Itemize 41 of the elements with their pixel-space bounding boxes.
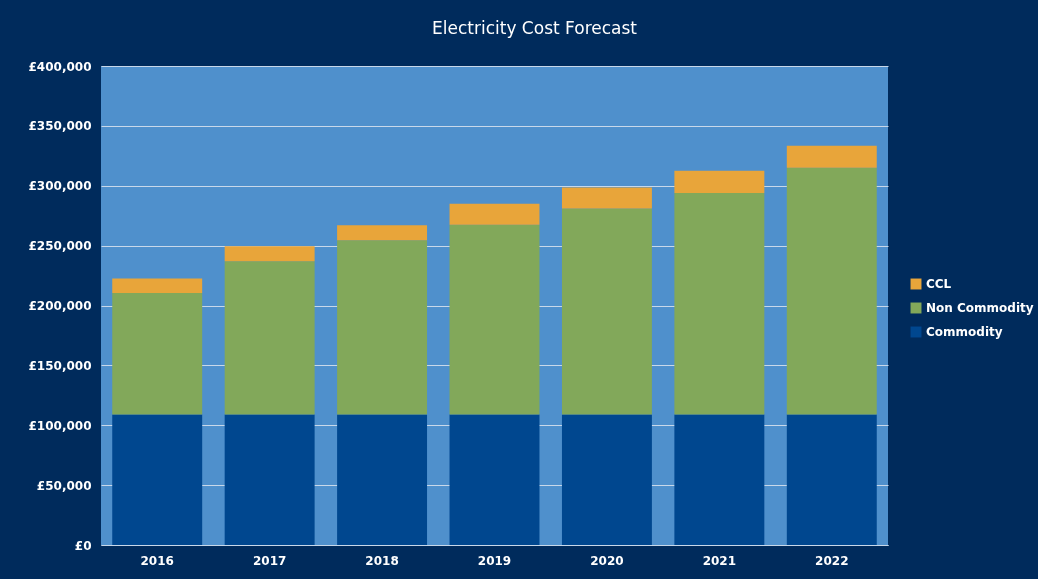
bar (561, 208, 652, 415)
x-tick-label: 2020 (590, 553, 624, 568)
bar (112, 292, 203, 415)
bar (337, 414, 428, 545)
bar (449, 203, 540, 225)
x-tick-label: 2021 (702, 553, 737, 568)
bar (112, 278, 203, 293)
bar (561, 187, 652, 209)
y-tick-label: £300,000 (28, 179, 92, 194)
y-tick-label: £400,000 (28, 59, 92, 74)
bar (786, 167, 877, 415)
legend-label: Commodity (926, 325, 1003, 339)
y-tick-label: £50,000 (36, 478, 92, 493)
bar (112, 414, 203, 545)
y-tick-label: £350,000 (28, 119, 92, 134)
y-tick-label: £200,000 (28, 299, 92, 313)
y-tick-label: £0 (74, 538, 92, 553)
chart-title: Electricity Cost Forecast (432, 18, 638, 38)
bar (674, 414, 765, 545)
bar (674, 192, 765, 415)
y-tick-label: £100,000 (28, 418, 92, 433)
x-tick-label: 2017 (252, 553, 287, 568)
legend-label: Non Commodity (926, 301, 1034, 315)
bar (224, 261, 315, 415)
bar (449, 224, 540, 415)
y-tick-label: £250,000 (28, 239, 92, 254)
bar (674, 170, 765, 193)
x-tick-label: 2019 (477, 553, 512, 568)
x-tick-label: 2022 (815, 553, 849, 568)
bar (561, 414, 652, 545)
bar (337, 240, 428, 415)
x-tick-label: 2018 (365, 553, 399, 568)
bar (786, 145, 877, 168)
bar (786, 414, 877, 545)
bar (337, 225, 428, 241)
bar (224, 414, 315, 545)
bar (449, 414, 540, 545)
y-tick-label: £150,000 (28, 358, 92, 373)
x-tick-label: 2016 (140, 553, 174, 568)
bar (224, 246, 315, 262)
legend-label: CCL (926, 277, 952, 291)
